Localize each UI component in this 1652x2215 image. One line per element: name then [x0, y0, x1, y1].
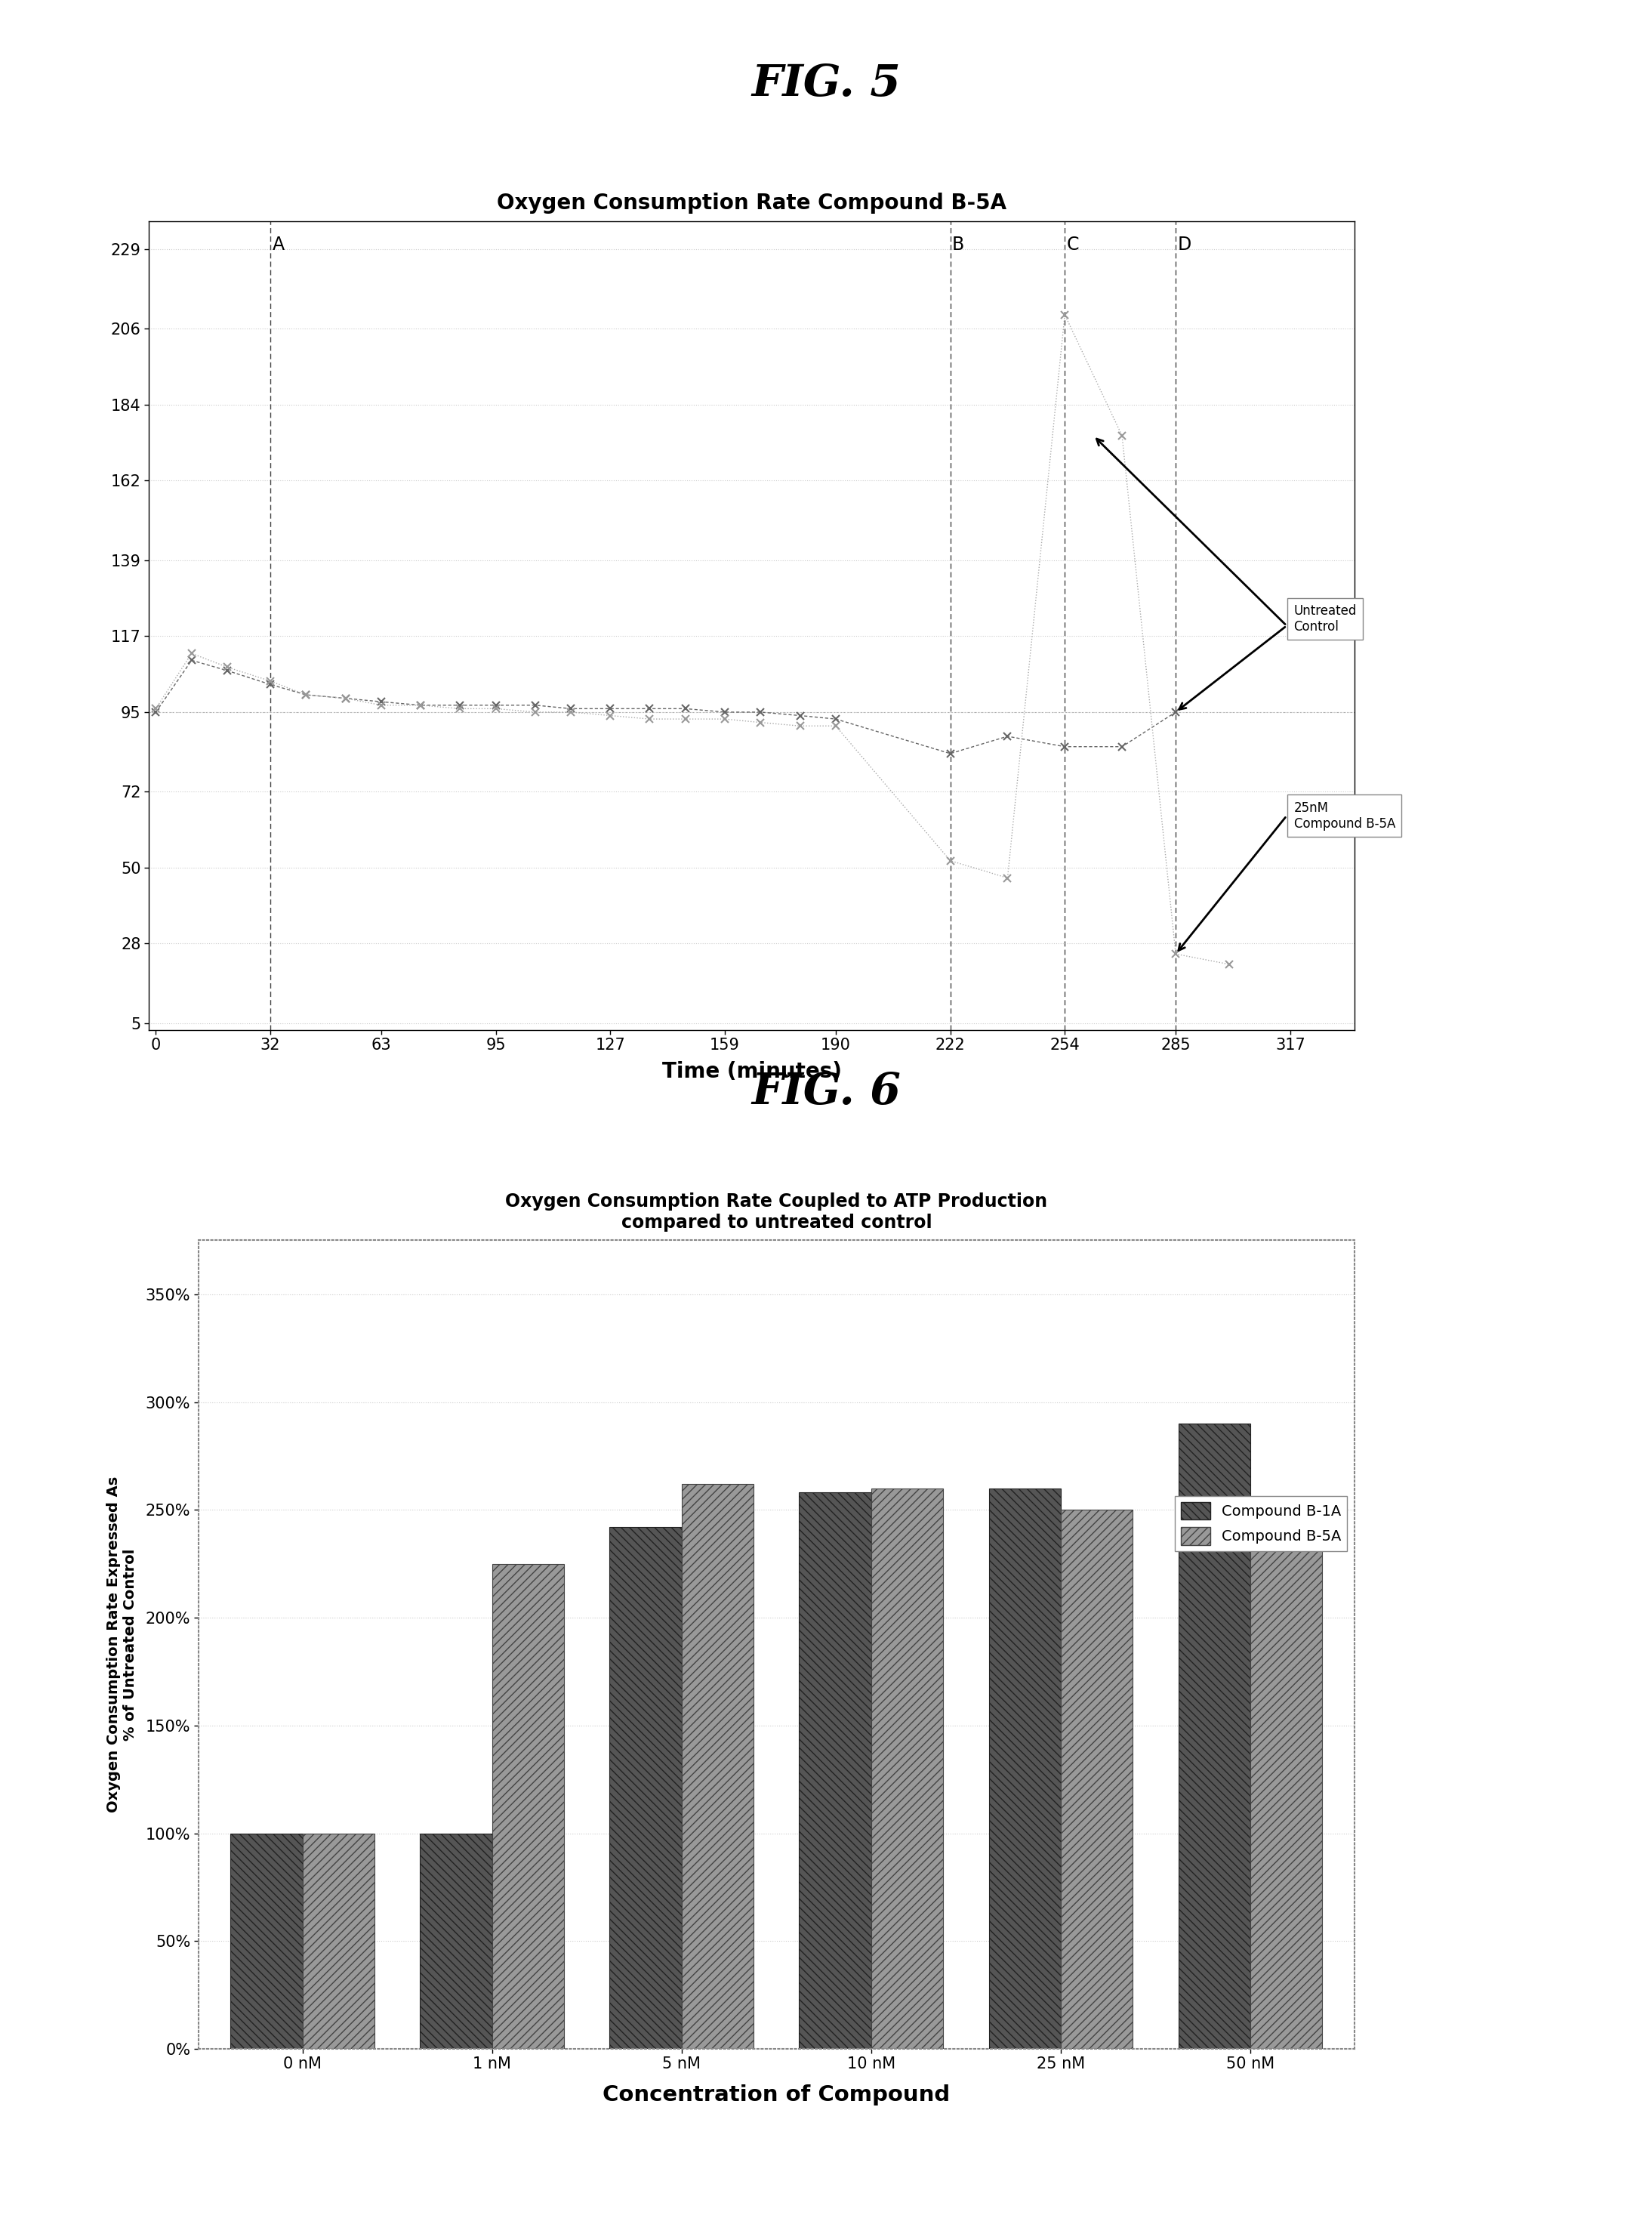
Bar	[871, 1488, 943, 2049]
Bar	[800, 1493, 871, 2049]
Text: FIG. 6: FIG. 6	[752, 1070, 900, 1114]
Text: D: D	[1178, 235, 1191, 253]
Text: FIG. 5: FIG. 5	[752, 62, 900, 106]
Text: A: A	[273, 235, 284, 253]
Bar	[610, 1526, 682, 2049]
Bar	[492, 1564, 563, 2049]
X-axis label: Time (minutes): Time (minutes)	[662, 1061, 841, 1083]
Legend: Compound B-1A, Compound B-5A: Compound B-1A, Compound B-5A	[1175, 1495, 1348, 1550]
Bar	[1251, 1511, 1322, 2049]
Title: Oxygen Consumption Rate Coupled to ATP Production
compared to untreated control: Oxygen Consumption Rate Coupled to ATP P…	[506, 1192, 1047, 1232]
Bar	[1061, 1511, 1133, 2049]
Bar	[420, 1834, 492, 2049]
Text: Untreated
Control: Untreated Control	[1294, 605, 1356, 633]
Bar	[302, 1834, 375, 2049]
Bar	[1178, 1424, 1251, 2049]
Bar	[231, 1834, 302, 2049]
Text: B: B	[952, 235, 965, 253]
Text: 25nM
Compound B-5A: 25nM Compound B-5A	[1294, 802, 1396, 831]
Text: C: C	[1067, 235, 1079, 253]
Bar	[990, 1488, 1061, 2049]
X-axis label: Concentration of Compound: Concentration of Compound	[603, 2084, 950, 2106]
Title: Oxygen Consumption Rate Compound B-5A: Oxygen Consumption Rate Compound B-5A	[497, 193, 1006, 213]
Y-axis label: Oxygen Consumption Rate Expressed As
% of Untreated Control: Oxygen Consumption Rate Expressed As % o…	[106, 1477, 137, 1812]
Bar	[682, 1484, 753, 2049]
